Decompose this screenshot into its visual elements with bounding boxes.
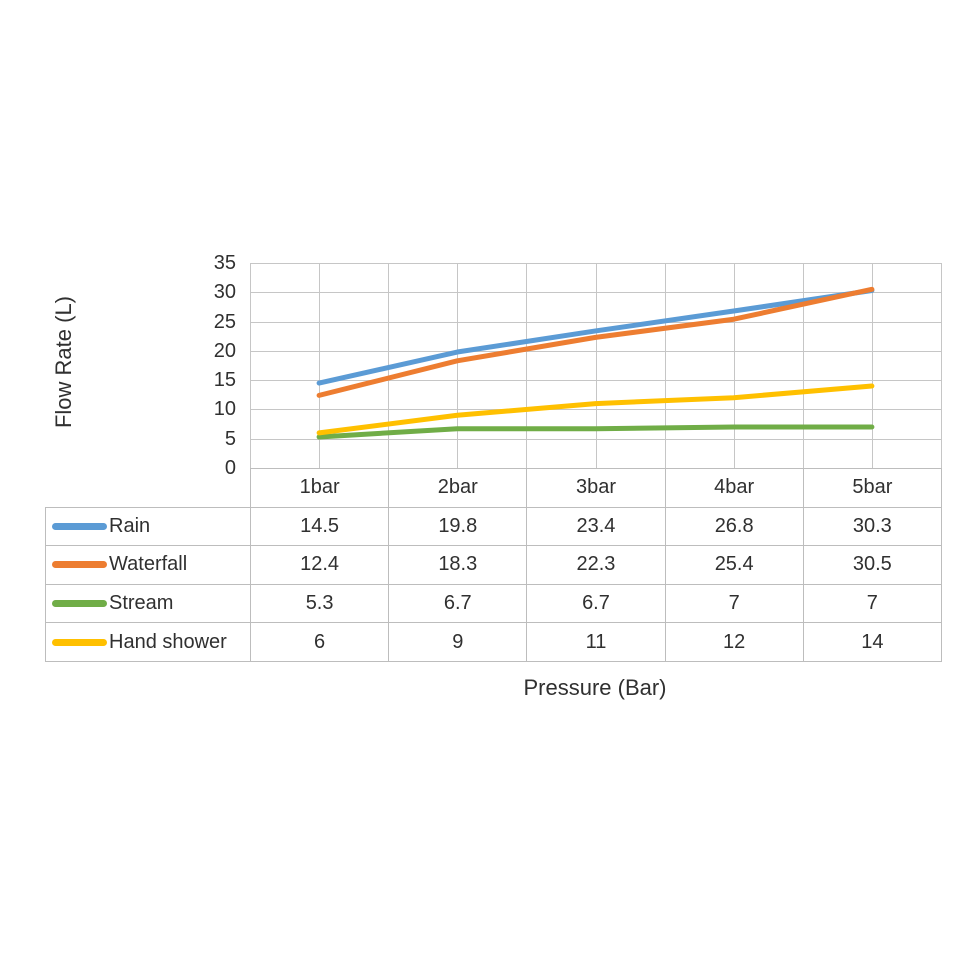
legend-cell-hand-shower: Hand shower	[45, 622, 251, 662]
value-cell: 14.5	[249, 506, 390, 547]
legend-label: Hand shower	[109, 630, 227, 653]
y-tick-label-5: 5	[224, 427, 236, 450]
value-cell: 11	[526, 622, 666, 662]
value-cell: 26.8	[664, 506, 804, 547]
value-cell: 6.7	[526, 583, 666, 624]
value-cell: 7	[802, 583, 942, 624]
category-header-5: 5bar	[802, 468, 942, 508]
table-header-row: 1bar 2bar 3bar 4bar 5bar	[46, 468, 942, 508]
legend-cell-waterfall: Waterfall	[45, 545, 251, 585]
y-tick-label-15: 15	[213, 369, 236, 392]
legend-line-swatch	[52, 522, 107, 530]
y-tick-label-25: 25	[213, 310, 236, 333]
table-row: Rain 14.5 19.8 23.4 26.8 30.3	[45, 506, 942, 547]
category-header-1: 1bar	[249, 468, 390, 508]
series-line-rain	[316, 288, 875, 386]
value-cell: 22.3	[526, 545, 666, 585]
value-cell: 19.8	[388, 506, 528, 547]
value-cell: 18.3	[388, 545, 528, 585]
value-cell: 30.5	[802, 545, 942, 585]
value-cell: 6	[249, 622, 390, 662]
value-cell: 14	[802, 622, 942, 662]
y-axis-title: Flow Rate (L)	[51, 295, 76, 429]
y-tick-label-30: 30	[213, 281, 236, 304]
value-cell: 23.4	[526, 506, 666, 547]
legend-line-swatch	[52, 638, 107, 646]
value-cell: 30.3	[802, 506, 942, 547]
value-cell: 25.4	[664, 545, 804, 585]
legend-line-swatch	[52, 561, 107, 569]
value-cell: 12.4	[249, 545, 390, 585]
series-line-hand-shower	[316, 383, 875, 436]
series-line-stream	[316, 424, 875, 440]
y-tick-label-20: 20	[213, 339, 236, 362]
y-tick-label-35: 35	[213, 252, 236, 274]
category-header-3: 3bar	[526, 468, 666, 508]
value-cell: 6.7	[388, 583, 528, 624]
table-row: Hand shower 6 9 11 12 14	[45, 622, 942, 662]
legend-label: Stream	[109, 592, 174, 615]
data-table: 1bar 2bar 3bar 4bar 5bar Rain 14.5 19.8 23.4 26.8…	[45, 468, 942, 662]
value-cell: 12	[664, 622, 804, 662]
legend-label: Waterfall	[109, 553, 188, 576]
table-corner-cell	[46, 469, 251, 508]
table-row: Stream 5.3 6.7 6.7 7 7	[45, 583, 942, 624]
legend-cell-stream: Stream	[45, 583, 251, 624]
legend-cell-rain: Rain	[45, 506, 251, 547]
y-tick-label-0: 0	[224, 457, 236, 479]
y-tick-label-10: 10	[213, 398, 236, 421]
table-row: Waterfall 12.4 18.3 22.3 25.4 30.5	[45, 545, 942, 585]
value-cell: 9	[388, 622, 528, 662]
series-line-waterfall	[316, 286, 875, 398]
category-header-2: 2bar	[388, 468, 528, 508]
legend-line-swatch	[52, 600, 107, 608]
legend-label: Rain	[109, 514, 151, 537]
line-chart-svg	[250, 263, 942, 469]
x-axis-title: Pressure (Bar)	[523, 675, 667, 700]
plot-area	[250, 263, 942, 469]
value-cell: 5.3	[249, 583, 390, 624]
value-cell: 7	[664, 583, 804, 624]
category-header-4: 4bar	[664, 468, 804, 508]
